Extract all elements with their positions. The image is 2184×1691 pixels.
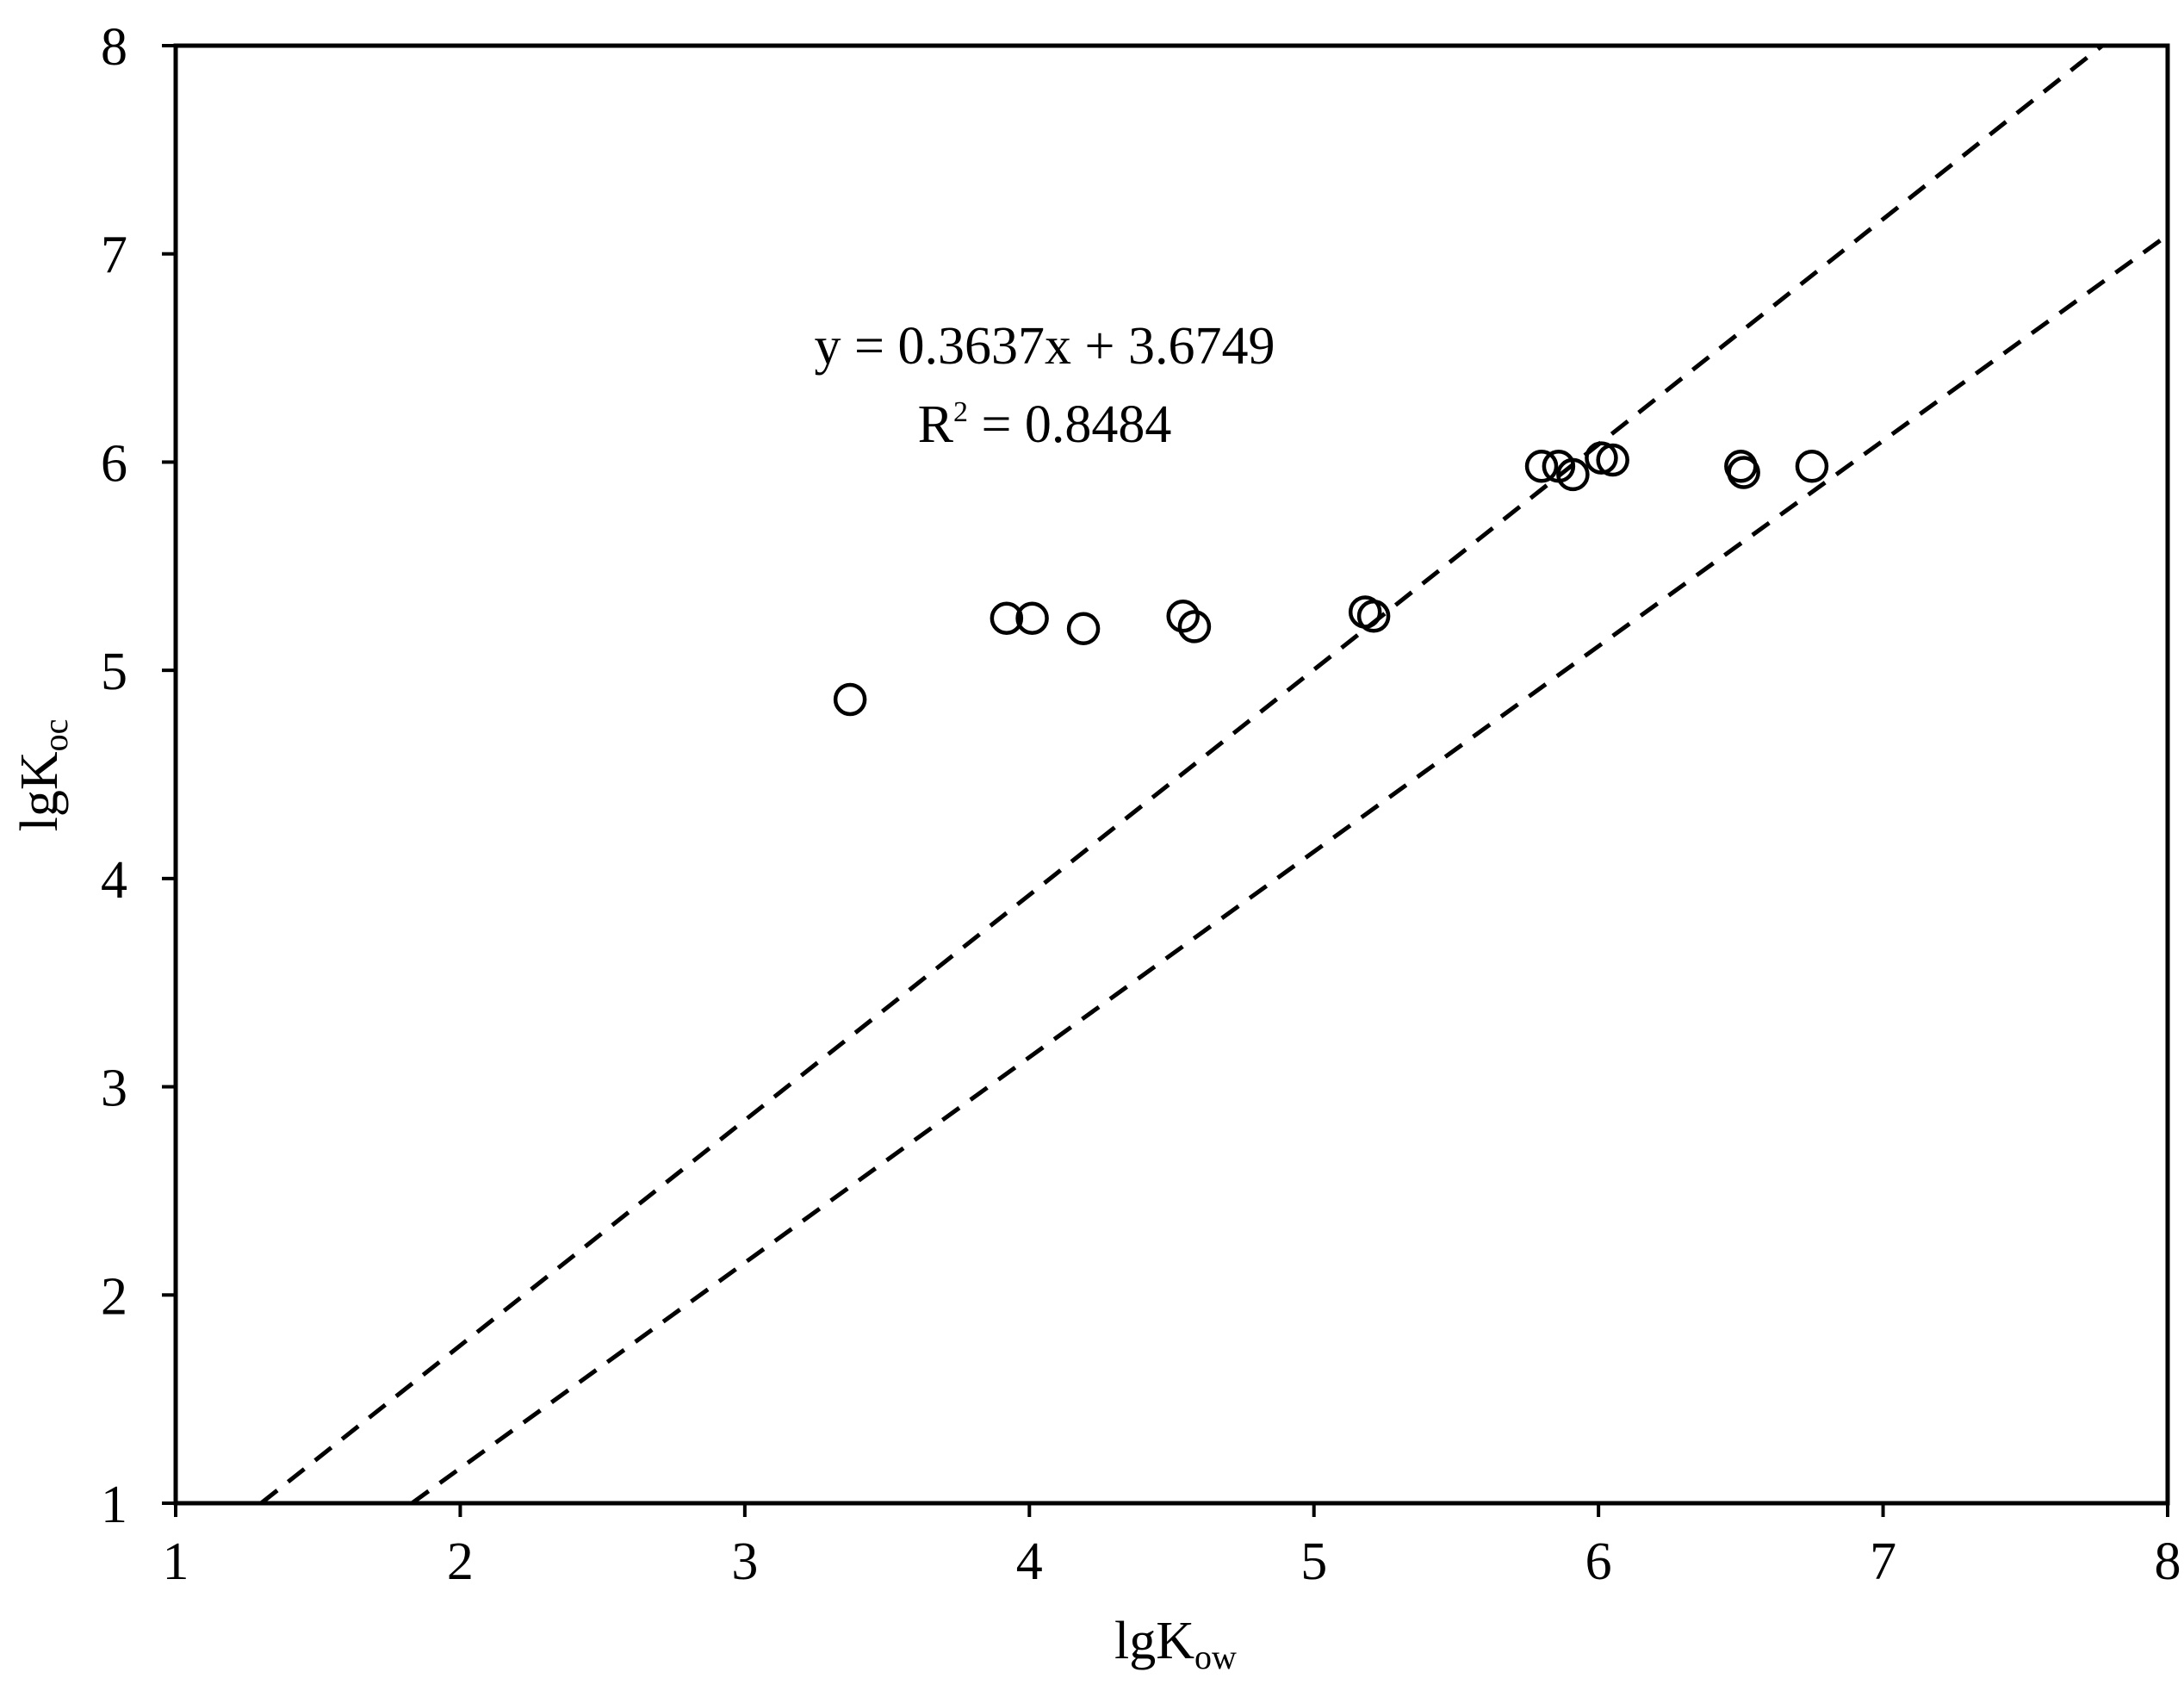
x-tick-label: 1 [163, 1532, 189, 1591]
x-axis-title-subscript: ow [1194, 1638, 1237, 1676]
reference-lines [259, 44, 2169, 1506]
y-tick-label: 3 [101, 1060, 127, 1118]
reference-line-1 [259, 44, 2104, 1505]
r-squared-superscript: 2 [953, 396, 968, 428]
y-tick-label: 2 [101, 1267, 127, 1326]
data-point-9 [1524, 450, 1559, 483]
x-tick-label: 3 [731, 1532, 758, 1591]
data-point-8 [1356, 600, 1391, 633]
x-tick-label: 8 [2155, 1532, 2181, 1591]
y-axis-title-base: lgK [10, 751, 69, 831]
x-tick-label: 7 [1870, 1532, 1896, 1591]
data-point-5 [1166, 600, 1200, 633]
y-tick-label: 5 [101, 643, 127, 701]
y-axis-title: lgKoc [10, 719, 75, 832]
data-point-11 [1556, 457, 1590, 492]
x-tick-label: 2 [447, 1532, 474, 1591]
plot-area-frame [173, 43, 2170, 1506]
y-axis-ticks: 1 2 3 4 5 6 7 8 [101, 18, 176, 1534]
data-point-2 [990, 601, 1024, 635]
data-point-12 [1585, 441, 1618, 475]
regression-equation: y = 0.3637x + 3.6749 [815, 317, 1275, 376]
r-squared-symbol: R [918, 395, 954, 454]
data-points [833, 441, 1829, 717]
data-point-16 [1795, 450, 1829, 483]
x-tick-label: 4 [1016, 1532, 1043, 1591]
x-tick-label: 5 [1300, 1532, 1327, 1591]
data-point-1 [833, 682, 867, 717]
data-point-13 [1596, 443, 1629, 477]
r-squared-label: R2 = 0.8484 [918, 395, 1172, 454]
data-point-15 [1727, 456, 1760, 489]
x-axis-title-base: lgK [1114, 1612, 1194, 1670]
x-tick-label: 6 [1585, 1532, 1612, 1591]
reference-line-2 [410, 233, 2169, 1506]
r-squared-value: = 0.8484 [968, 395, 1171, 454]
y-tick-label: 1 [101, 1476, 127, 1534]
x-axis-title: lgKow [1114, 1612, 1237, 1676]
x-axis-ticks: 1 2 3 4 5 6 7 8 [163, 1503, 2181, 1591]
y-tick-label: 7 [101, 227, 127, 285]
y-tick-label: 6 [101, 434, 127, 493]
data-point-4 [1066, 612, 1101, 646]
y-axis-title-subscript: oc [36, 719, 75, 752]
data-point-6 [1177, 610, 1212, 643]
data-point-3 [1015, 601, 1049, 635]
y-tick-label: 8 [101, 18, 127, 77]
y-tick-label: 4 [101, 851, 127, 910]
